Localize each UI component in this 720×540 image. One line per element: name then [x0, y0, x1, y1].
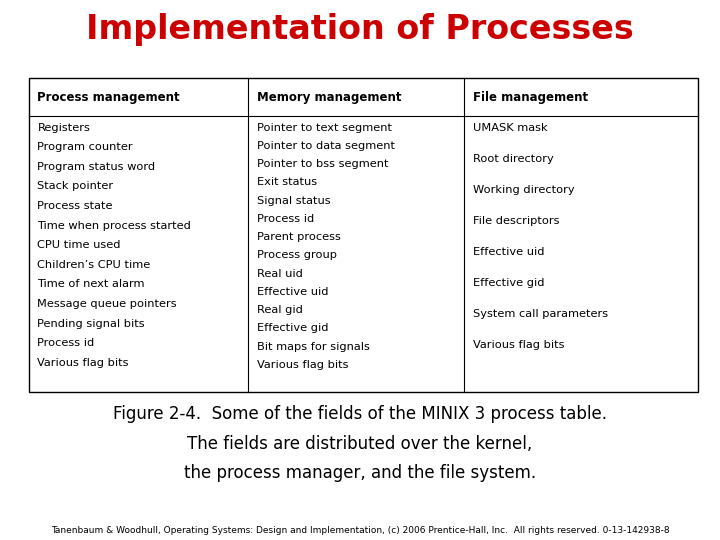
Text: Pending signal bits: Pending signal bits: [37, 319, 145, 328]
Text: Effective uid: Effective uid: [257, 287, 328, 297]
Text: UMASK mask: UMASK mask: [473, 123, 548, 133]
Text: Various flag bits: Various flag bits: [37, 358, 129, 368]
Text: Root directory: Root directory: [473, 154, 554, 164]
Text: Registers: Registers: [37, 123, 90, 133]
Text: Effective uid: Effective uid: [473, 247, 544, 257]
Text: Message queue pointers: Message queue pointers: [37, 299, 177, 309]
Text: Parent process: Parent process: [257, 232, 341, 242]
Text: Various flag bits: Various flag bits: [473, 341, 564, 350]
Text: Time when process started: Time when process started: [37, 220, 192, 231]
Text: Process id: Process id: [37, 338, 95, 348]
Text: Various flag bits: Various flag bits: [257, 360, 348, 370]
Text: File descriptors: File descriptors: [473, 216, 559, 226]
Text: Implementation of Processes: Implementation of Processes: [86, 14, 634, 46]
Text: Process id: Process id: [257, 214, 315, 224]
Text: Real uid: Real uid: [257, 268, 303, 279]
Text: Time of next alarm: Time of next alarm: [37, 279, 145, 289]
Text: Exit status: Exit status: [257, 177, 318, 187]
Text: System call parameters: System call parameters: [473, 309, 608, 319]
Text: Process group: Process group: [257, 251, 337, 260]
Text: Process state: Process state: [37, 201, 113, 211]
Text: Memory management: Memory management: [257, 91, 402, 104]
Text: Pointer to bss segment: Pointer to bss segment: [257, 159, 389, 169]
Text: the process manager, and the file system.: the process manager, and the file system…: [184, 464, 536, 482]
Text: Real gid: Real gid: [257, 305, 303, 315]
Text: Effective gid: Effective gid: [473, 278, 544, 288]
Text: Stack pointer: Stack pointer: [37, 181, 114, 191]
Text: Signal status: Signal status: [257, 195, 330, 206]
Text: Pointer to text segment: Pointer to text segment: [257, 123, 392, 133]
Text: Program counter: Program counter: [37, 142, 133, 152]
Text: Effective gid: Effective gid: [257, 323, 328, 333]
Text: Bit maps for signals: Bit maps for signals: [257, 342, 370, 352]
Text: Figure 2-4.  Some of the fields of the MINIX 3 process table.: Figure 2-4. Some of the fields of the MI…: [113, 405, 607, 423]
Text: Working directory: Working directory: [473, 185, 575, 195]
Text: The fields are distributed over the kernel,: The fields are distributed over the kern…: [187, 435, 533, 453]
Text: CPU time used: CPU time used: [37, 240, 121, 250]
Text: Pointer to data segment: Pointer to data segment: [257, 141, 395, 151]
Text: Children’s CPU time: Children’s CPU time: [37, 260, 150, 270]
Text: File management: File management: [473, 91, 588, 104]
Text: Process management: Process management: [37, 91, 180, 104]
Text: Tanenbaum & Woodhull, Operating Systems: Design and Implementation, (c) 2006 Pre: Tanenbaum & Woodhull, Operating Systems:…: [50, 525, 670, 535]
Text: Program status word: Program status word: [37, 162, 156, 172]
